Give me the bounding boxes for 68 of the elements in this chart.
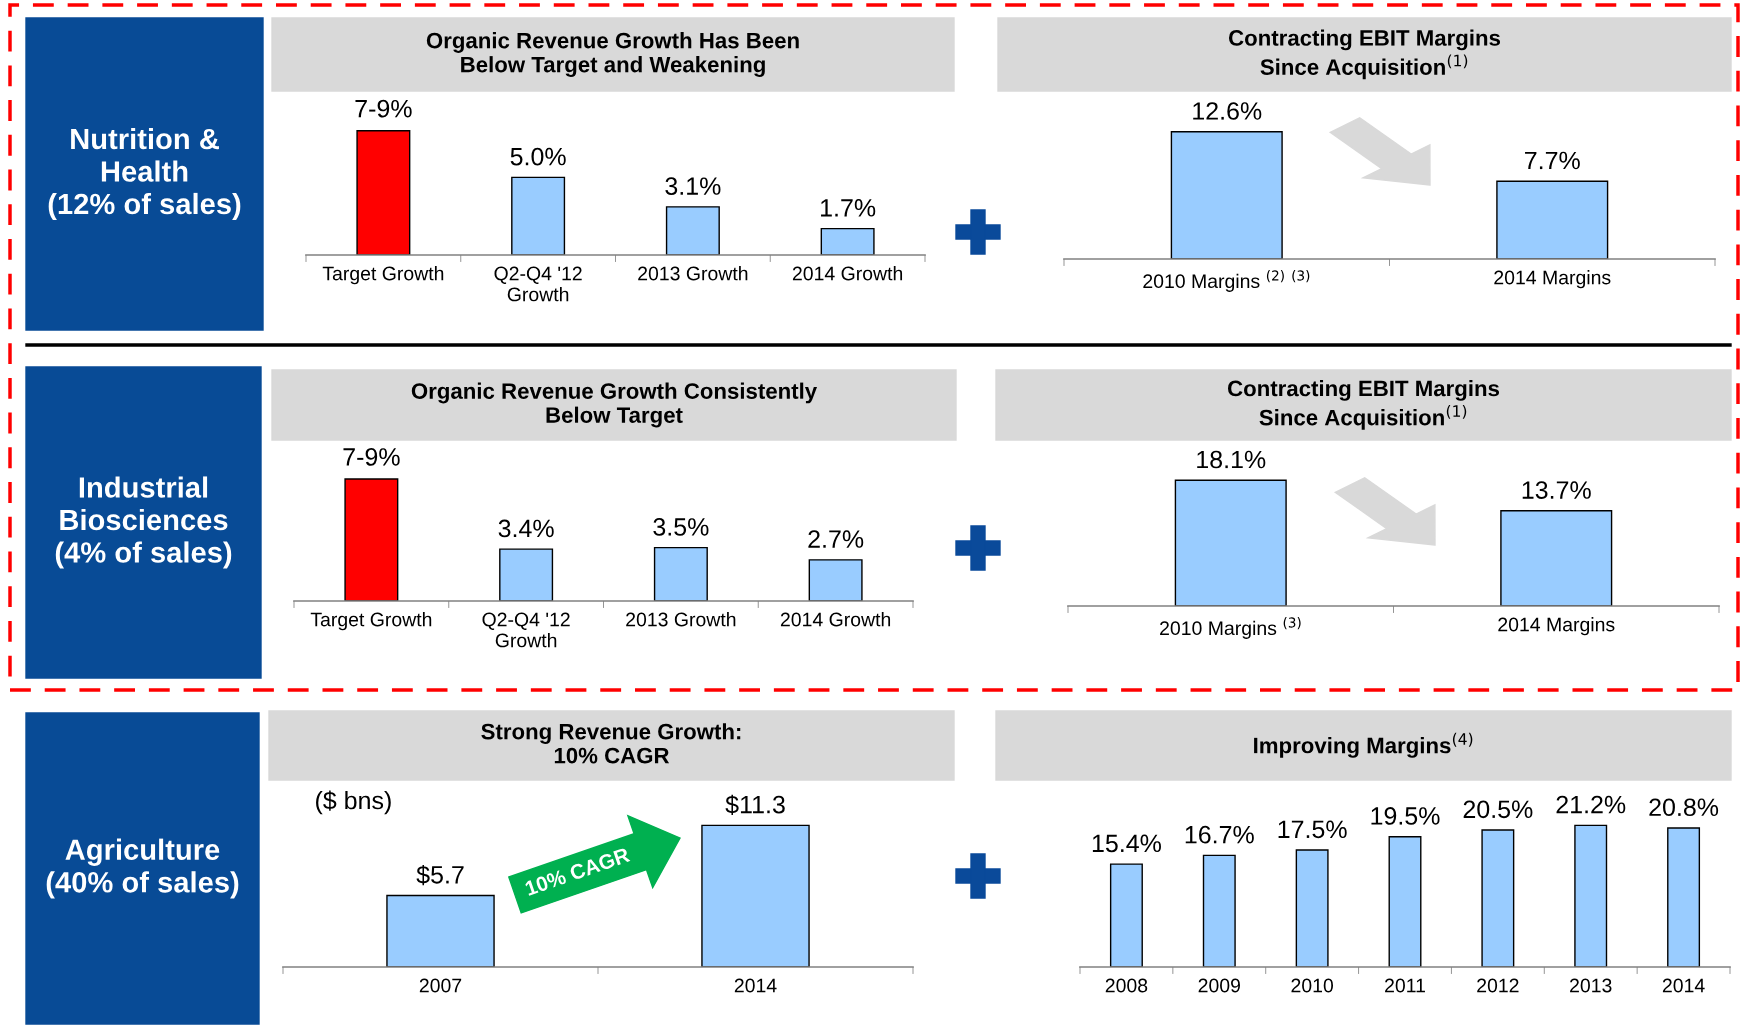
annotation: 10% CAGR bbox=[524, 847, 631, 896]
chart-title: Organic Revenue Growth Consistently Below Target bbox=[411, 382, 818, 428]
x-tick-label: Target Growth bbox=[322, 266, 444, 285]
x-tick-label: 2011 bbox=[1385, 978, 1425, 993]
annotation: 7-9% bbox=[355, 99, 412, 118]
chart-title: Organic Revenue Growth Has Been Below Target and Weakening bbox=[426, 32, 799, 77]
bar bbox=[665, 206, 720, 255]
bar bbox=[808, 559, 863, 601]
bar bbox=[1388, 835, 1422, 967]
x-tick-label: 2014 Margins bbox=[1498, 617, 1615, 636]
bar bbox=[1202, 854, 1236, 967]
data-label: 7.7% bbox=[1525, 151, 1580, 170]
x-tick-label: 2009 bbox=[1198, 978, 1240, 993]
text: ($ bns) bbox=[316, 790, 391, 815]
data-label: 13.7% bbox=[1522, 481, 1591, 499]
bar bbox=[344, 478, 399, 601]
bar bbox=[820, 227, 875, 255]
x-tick-label: 2014 bbox=[1662, 978, 1705, 993]
bar bbox=[499, 548, 554, 601]
x-tick-label: 2012 bbox=[1477, 978, 1519, 993]
text: Industrial Biosciences (4% of sales) bbox=[55, 476, 232, 569]
text: Nutrition & Health (12% of sales) bbox=[48, 127, 241, 221]
x-tick-label: 2014 Growth bbox=[780, 612, 891, 627]
x-tick-label: 2014 bbox=[734, 978, 777, 993]
x-tick-label: 2013 bbox=[1570, 978, 1612, 993]
x-tick-label: 2014 Margins bbox=[1494, 270, 1611, 289]
x-tick-label: 2007 bbox=[419, 978, 462, 993]
data-label: 1.7% bbox=[821, 199, 876, 217]
bar bbox=[1667, 827, 1701, 967]
bar bbox=[1481, 829, 1515, 967]
data-label: 20.8% bbox=[1649, 798, 1719, 817]
data-label: 3.1% bbox=[665, 177, 721, 195]
data-label: 16.7% bbox=[1185, 825, 1254, 844]
bar bbox=[356, 130, 411, 255]
x-tick-label: 2014 Growth bbox=[792, 266, 903, 281]
chart-title: Contracting EBIT Margins Since Acquisition$^{(1)}$ bbox=[1228, 29, 1501, 80]
chart-title: Contracting EBIT Margins Since Acquisition$^{(1)}$ bbox=[1227, 379, 1500, 430]
data-label: 3.5% bbox=[653, 518, 709, 536]
data-label: 21.2% bbox=[1556, 795, 1626, 814]
data-label: 3.4% bbox=[498, 519, 554, 538]
bar bbox=[1574, 824, 1608, 967]
bar bbox=[653, 546, 708, 601]
x-tick-label: 2010 Margins $^{(3)}$ bbox=[1160, 617, 1301, 639]
chart-title: Improving Margins$^{(4)}$ bbox=[1254, 732, 1473, 758]
x-tick-label: Q2-Q4 '12 Growth bbox=[482, 612, 570, 648]
data-label: 19.5% bbox=[1371, 807, 1440, 825]
data-label: $5.7 bbox=[416, 864, 464, 886]
x-tick-label: 2013 Growth bbox=[638, 266, 748, 281]
x-tick-label: 2013 Growth bbox=[626, 612, 736, 627]
data-label: $11.3 bbox=[725, 794, 785, 815]
data-label: 18.1% bbox=[1197, 450, 1266, 469]
chart-title: Strong Revenue Growth: 10% CAGR bbox=[481, 723, 741, 764]
x-tick-label: Target Growth bbox=[310, 612, 432, 631]
x-tick-label: Q2-Q4 '12 Growth bbox=[494, 266, 582, 302]
x-tick-label: 2010 Margins $^{(2) (3)}$ bbox=[1143, 270, 1310, 292]
data-label: 12.6% bbox=[1193, 102, 1262, 120]
data-label: 20.5% bbox=[1463, 800, 1533, 819]
bar bbox=[1295, 849, 1329, 967]
bar bbox=[511, 176, 566, 255]
x-tick-label: 2010 bbox=[1291, 978, 1334, 993]
bar bbox=[1109, 863, 1143, 967]
data-label: 15.4% bbox=[1092, 834, 1161, 853]
data-label: 5.0% bbox=[510, 147, 566, 166]
text: Agriculture (40% of sales) bbox=[46, 838, 239, 899]
data-label: 2.7% bbox=[808, 530, 864, 548]
annotation: 7-9% bbox=[343, 448, 400, 466]
data-label: 17.5% bbox=[1278, 820, 1347, 839]
x-tick-label: 2008 bbox=[1105, 978, 1148, 993]
